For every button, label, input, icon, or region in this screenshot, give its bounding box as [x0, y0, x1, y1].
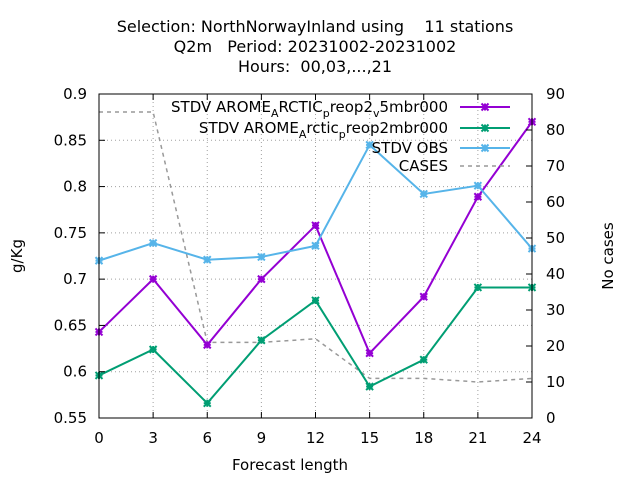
data-point [148, 238, 158, 248]
y-tick-label: 0.6 [63, 363, 87, 381]
y-tick-label: 0.9 [63, 85, 87, 103]
data-point [148, 345, 158, 354]
y2-tick-label: 30 [546, 301, 565, 319]
series-line [98, 286, 532, 405]
y-tick-label: 0.75 [54, 224, 87, 242]
data-point [257, 336, 266, 345]
y-tick-label: 0.85 [54, 131, 87, 149]
y2-tick-label: 90 [546, 85, 565, 103]
x-tick-label: 15 [360, 429, 379, 447]
data-point [419, 189, 428, 199]
legend-marker [480, 143, 490, 153]
y2-tick-label: 50 [546, 229, 565, 247]
chart-title-line-2: Q2m Period: 20231002-20231002 [173, 37, 457, 56]
y2-tick-label: 10 [546, 373, 565, 391]
data-point [473, 283, 483, 292]
grid [99, 94, 532, 418]
y2-tick-label: 0 [546, 409, 556, 427]
data-point [311, 221, 320, 230]
x-tick-label: 24 [522, 429, 541, 447]
legend-entry-3: CASES [399, 157, 510, 175]
data-point [365, 382, 374, 391]
series-layer [94, 111, 537, 408]
data-point [203, 340, 212, 350]
data-point [365, 140, 374, 150]
data-point [365, 348, 374, 358]
y2-tick-label: 20 [546, 337, 565, 355]
legend-entry-1: STDV AROMEArcticpreop2mbr000 [199, 119, 510, 141]
data-point [419, 355, 428, 364]
legend-marker [480, 102, 490, 112]
axes: 0 3 6 9 12 15 18 21 24 0.55 0.6 0.65 0.7 0.75 0.8 0.85 0… [54, 85, 566, 447]
chart-title-line-1: Selection: NorthNorwayInland using 11 st… [116, 17, 514, 36]
legend-label: CASES [399, 157, 448, 175]
x-axis-label: Forecast length [232, 456, 348, 474]
y-tick-label: 0.7 [63, 270, 87, 288]
y2-tick-label: 60 [546, 193, 565, 211]
y2-tick-label: 70 [546, 157, 565, 175]
legend-label: STDV AROMEArcticpreop2mbr000 [199, 119, 448, 141]
data-point [257, 252, 266, 262]
legend-marker [480, 123, 490, 133]
legend-entry-0: STDV AROMEARCTICpreop2v5mbr000 [171, 98, 510, 120]
data-point [257, 274, 266, 284]
data-point [203, 255, 212, 264]
x-tick-label: 9 [257, 429, 267, 447]
y-tick-label: 0.65 [54, 316, 87, 334]
x-tick-label: 6 [202, 429, 212, 447]
x-tick-label: 3 [148, 429, 158, 447]
legend-entry-2: STDV OBS [372, 139, 510, 157]
data-point [311, 241, 320, 251]
y-tick-label: 0.8 [63, 178, 87, 196]
y-tick-label: 0.55 [54, 409, 87, 427]
x-tick-label: 21 [468, 429, 487, 447]
series-1 [94, 283, 537, 408]
data-point [473, 192, 483, 201]
series-2 [94, 140, 537, 265]
data-point [311, 296, 320, 305]
chart-title-line-3: Hours: 00,03,...,21 [237, 57, 393, 76]
y-axis-label: g/Kg [8, 239, 26, 273]
y2-tick-label: 40 [546, 265, 565, 283]
legend-label: STDV AROMEARCTICpreop2v5mbr000 [171, 98, 448, 120]
data-point [148, 274, 158, 284]
series-0 [94, 117, 537, 358]
data-point [473, 181, 483, 190]
data-point [203, 398, 212, 408]
y2-axis-label: No cases [599, 222, 617, 290]
x-tick-label: 12 [306, 429, 325, 447]
x-tick-label: 18 [414, 429, 433, 447]
data-point [419, 292, 428, 301]
x-tick-label: 0 [94, 429, 104, 447]
y2-tick-label: 80 [546, 121, 565, 139]
legend-label: STDV OBS [372, 139, 448, 157]
